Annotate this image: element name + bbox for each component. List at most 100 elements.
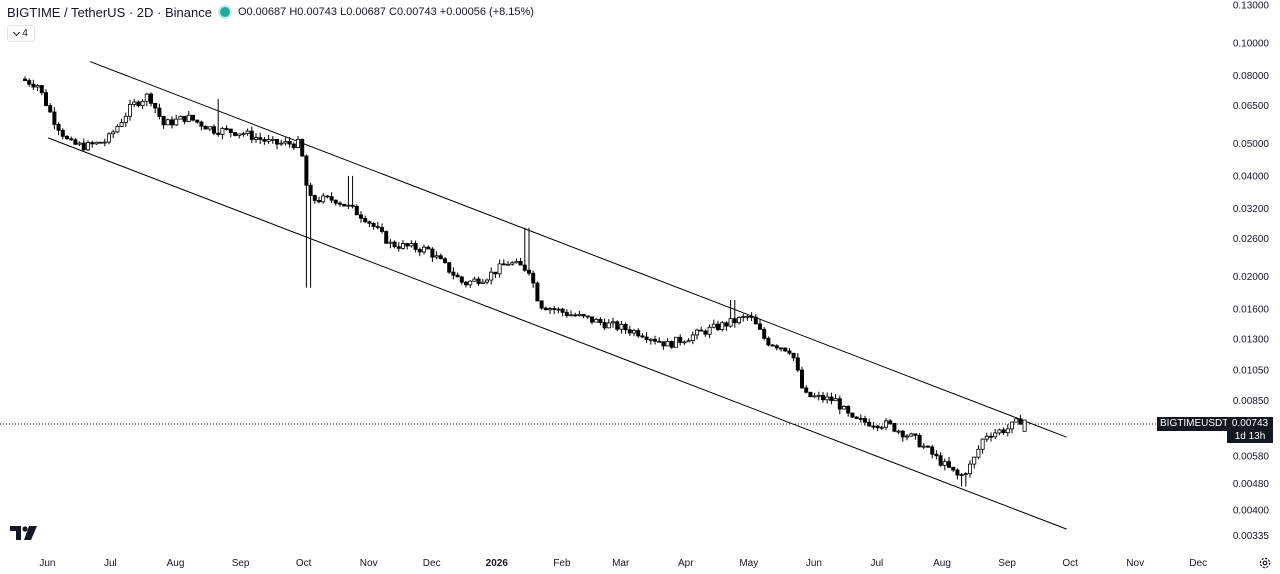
candle[interactable] (619, 320, 624, 334)
candle[interactable] (539, 300, 544, 310)
candle[interactable] (287, 136, 292, 148)
candle[interactable] (245, 128, 250, 136)
candle[interactable] (842, 405, 847, 410)
candle[interactable] (640, 333, 645, 339)
settings-gear-icon[interactable] (1258, 556, 1272, 570)
candle[interactable] (590, 316, 595, 325)
time-axis[interactable]: Jun Jul Aug Sep Oct Nov Dec 2026 Feb Mar Apr May Jun… (39, 558, 1207, 569)
candle[interactable] (976, 445, 981, 460)
candle[interactable] (808, 391, 813, 398)
candle[interactable] (232, 132, 237, 137)
candle[interactable] (753, 314, 758, 325)
candle[interactable] (329, 192, 334, 204)
candle[interactable] (409, 240, 414, 248)
candle[interactable] (611, 317, 616, 328)
candle[interactable] (447, 262, 452, 274)
candle[interactable] (514, 258, 519, 264)
candle[interactable] (716, 320, 721, 332)
candle[interactable] (745, 314, 750, 321)
candle[interactable] (253, 133, 258, 143)
candle[interactable] (300, 138, 305, 158)
candle[interactable] (346, 175, 351, 209)
candle[interactable] (291, 142, 296, 150)
candle[interactable] (606, 319, 611, 329)
candle[interactable] (132, 98, 137, 108)
candle[interactable] (762, 327, 767, 341)
candle[interactable] (980, 438, 985, 454)
candle[interactable] (602, 318, 607, 331)
candle[interactable] (909, 432, 914, 437)
candle[interactable] (190, 114, 195, 122)
candle[interactable] (274, 138, 279, 150)
candle[interactable] (510, 260, 515, 266)
candle[interactable] (636, 328, 641, 338)
candle[interactable] (758, 318, 763, 330)
candle[interactable] (577, 310, 582, 317)
candle[interactable] (795, 353, 800, 373)
candle[interactable] (518, 257, 523, 266)
candle[interactable] (938, 452, 943, 467)
candle[interactable] (669, 340, 674, 349)
candle[interactable] (585, 315, 590, 319)
candle[interactable] (690, 331, 695, 345)
candle[interactable] (354, 204, 359, 216)
candle[interactable] (921, 442, 926, 450)
candle[interactable] (913, 433, 918, 440)
candle[interactable] (48, 103, 53, 113)
candle[interactable] (115, 124, 120, 134)
candle[interactable] (262, 136, 267, 145)
candle[interactable] (228, 128, 233, 138)
candle[interactable] (888, 419, 893, 425)
candle[interactable] (358, 211, 363, 223)
candle[interactable] (476, 276, 481, 286)
candle[interactable] (98, 141, 103, 144)
candle[interactable] (199, 120, 204, 131)
candle[interactable] (451, 267, 456, 280)
candle[interactable] (892, 422, 897, 433)
candle[interactable] (615, 320, 620, 332)
candle[interactable] (430, 247, 435, 262)
candle[interactable] (350, 175, 355, 209)
candle[interactable] (258, 132, 263, 145)
candle[interactable] (863, 415, 868, 426)
indicators-toggle-button[interactable]: 4 (7, 25, 35, 42)
candle[interactable] (27, 78, 32, 87)
candle[interactable] (203, 125, 208, 130)
candle[interactable] (543, 306, 548, 311)
candle[interactable] (69, 136, 74, 141)
candle[interactable] (657, 337, 662, 343)
candle[interactable] (65, 134, 70, 140)
candle[interactable] (548, 306, 553, 315)
candle[interactable] (779, 347, 784, 352)
candle[interactable] (581, 313, 586, 319)
candle[interactable] (1014, 417, 1019, 423)
candle[interactable] (413, 240, 418, 253)
candle[interactable] (384, 230, 389, 244)
candle[interactable] (505, 261, 510, 266)
candle[interactable] (102, 138, 107, 147)
candle[interactable] (321, 192, 326, 204)
candle[interactable] (304, 154, 309, 288)
candle[interactable] (993, 428, 998, 439)
symbol-title[interactable]: BIGTIME / TetherUS · 2D · Binance (7, 4, 212, 20)
candle[interactable] (497, 259, 502, 278)
candle[interactable] (884, 418, 889, 430)
candle[interactable] (850, 412, 855, 419)
candle[interactable] (434, 251, 439, 260)
candle[interactable] (896, 429, 901, 435)
candle[interactable] (728, 299, 733, 328)
candle[interactable] (665, 338, 670, 347)
candle[interactable] (875, 425, 880, 431)
candle[interactable] (770, 344, 775, 347)
candle[interactable] (854, 416, 859, 420)
candle[interactable] (363, 215, 368, 224)
candle[interactable] (930, 444, 935, 459)
candle[interactable] (136, 100, 141, 108)
candle[interactable] (787, 348, 792, 355)
candle[interactable] (653, 335, 658, 345)
candle[interactable] (564, 309, 569, 318)
candle[interactable] (224, 125, 229, 131)
candle[interactable] (153, 102, 158, 114)
candle[interactable] (972, 456, 977, 469)
candle[interactable] (1010, 421, 1015, 434)
